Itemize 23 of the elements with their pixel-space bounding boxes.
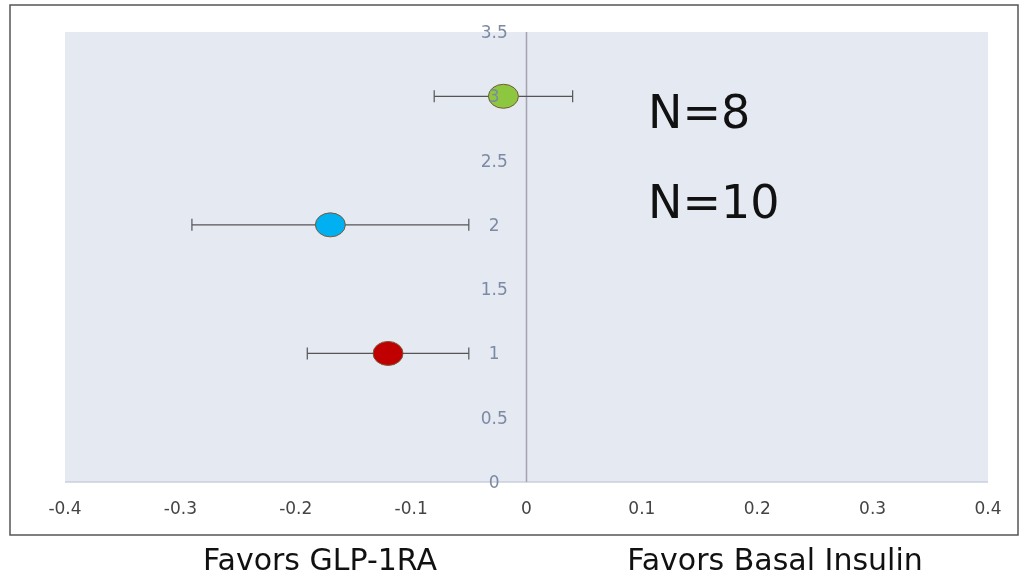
y-tick-label: 1.5 (480, 279, 508, 300)
text: Favors Basal Insulin (627, 542, 923, 577)
x-tick-label: 0.4 (974, 498, 1002, 518)
y-tick-label: 3.5 (480, 21, 508, 42)
x-tick-label: -0.2 (279, 498, 313, 518)
annotation: N=10 (648, 175, 780, 229)
x-tick-label: -0.4 (48, 498, 82, 518)
x-tick-label: 0 (521, 498, 532, 518)
x-tick-label: -0.3 (163, 498, 197, 518)
x-tick-label: -0.1 (394, 498, 428, 518)
annotation: N=8 (648, 85, 751, 139)
x-tick-label: 0.3 (859, 498, 887, 518)
y-tick-label: 3 (488, 86, 500, 107)
y-tick-label: 0.5 (480, 407, 508, 428)
y-tick-label: 2 (488, 214, 500, 235)
y-tick-label: 0 (488, 471, 500, 492)
y-tick-label: 2.5 (480, 150, 508, 171)
point (314, 212, 346, 238)
y-tick-label: 1 (488, 343, 500, 364)
x-tick-label: 0.2 (743, 498, 771, 518)
point (372, 340, 404, 366)
x-tick-label: 0.1 (628, 498, 656, 518)
text: Favors GLP-1RA (203, 542, 438, 577)
